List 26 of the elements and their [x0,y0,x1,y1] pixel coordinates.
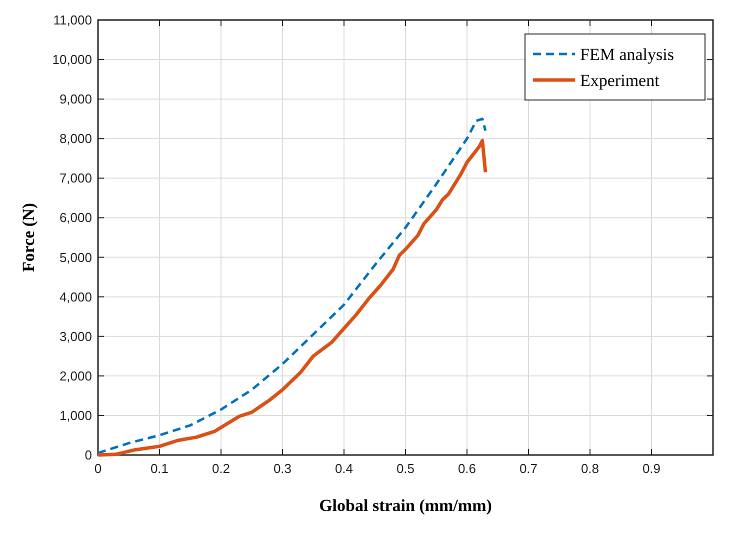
y-tick-label: 1,000 [59,408,92,423]
y-tick-label: 6,000 [59,210,92,226]
y-tick-label: 9,000 [59,92,92,107]
y-tick-label: 5,000 [59,250,92,265]
x-tick-label: 0.7 [519,461,538,476]
y-tick-label: 10,000 [52,52,92,68]
y-tick-label: 2,000 [59,368,92,384]
x-tick-label: 0.5 [396,461,415,476]
y-tick-label: 3,000 [59,328,92,344]
y-tick-label: 0 [84,448,92,462]
legend-label: FEM analysis [580,45,674,64]
y-tick-label: 8,000 [59,131,92,146]
y-tick-label: 11,000 [53,12,92,28]
x-tick-label: 0.8 [580,461,600,476]
y-axis-title: Force (N) [19,202,38,272]
x-tick-label: 0.9 [642,461,661,476]
x-tick-label: 0.2 [212,461,230,476]
x-tick-label: 0 [94,461,102,476]
x-tick-label: 0.4 [334,461,354,476]
x-tick-label: 0.6 [458,461,476,476]
y-tick-label: 4,000 [59,289,92,304]
legend-label: Experiment [580,71,660,90]
x-tick-label: 0.3 [273,461,292,476]
x-tick-label: 0.1 [150,461,169,476]
x-axis-title: Global strain (mm/mm) [319,496,492,515]
y-tick-label: 7,000 [59,170,92,186]
